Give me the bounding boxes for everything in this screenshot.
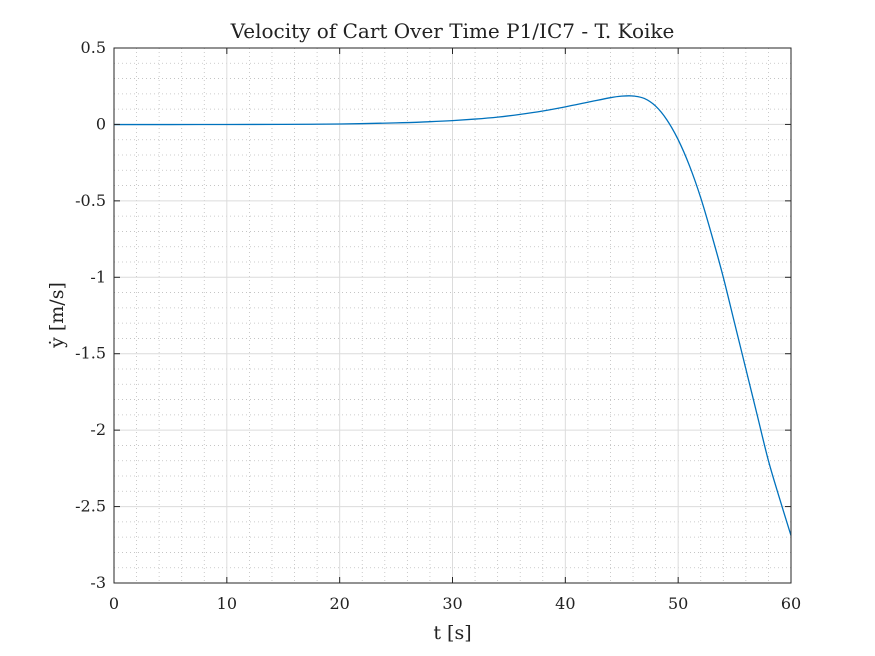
y-tick-label: -1 [90, 267, 106, 286]
x-axis-label: t [s] [433, 622, 471, 644]
y-tick-label: -3 [90, 573, 106, 592]
x-tick-label: 0 [109, 594, 119, 613]
x-tick-label: 10 [217, 594, 237, 613]
x-tick-label: 20 [329, 594, 349, 613]
y-tick-label: -2 [90, 420, 106, 439]
y-tick-label: -2.5 [75, 497, 106, 516]
y-ticks: 0.5 0 -0.5 -1 -1.5 -2 -2.5 -3 [75, 38, 791, 592]
y-tick-label: -1.5 [75, 344, 106, 363]
x-tick-label: 60 [781, 594, 801, 613]
velocity-series-line [113, 95, 792, 536]
series-layer [113, 95, 792, 536]
chart-title: Velocity of Cart Over Time P1/IC7 - T. K… [230, 19, 675, 43]
y-tick-label: 0.5 [81, 38, 106, 57]
x-tick-label: 50 [668, 594, 688, 613]
x-tick-label: 40 [555, 594, 575, 613]
y-axis-label: ẏ [m/s] [46, 282, 68, 349]
x-tick-label: 30 [442, 594, 462, 613]
y-tick-label: -0.5 [75, 191, 106, 210]
y-tick-label: 0 [96, 114, 106, 133]
x-ticks: 0 10 20 30 40 50 60 [109, 48, 801, 613]
